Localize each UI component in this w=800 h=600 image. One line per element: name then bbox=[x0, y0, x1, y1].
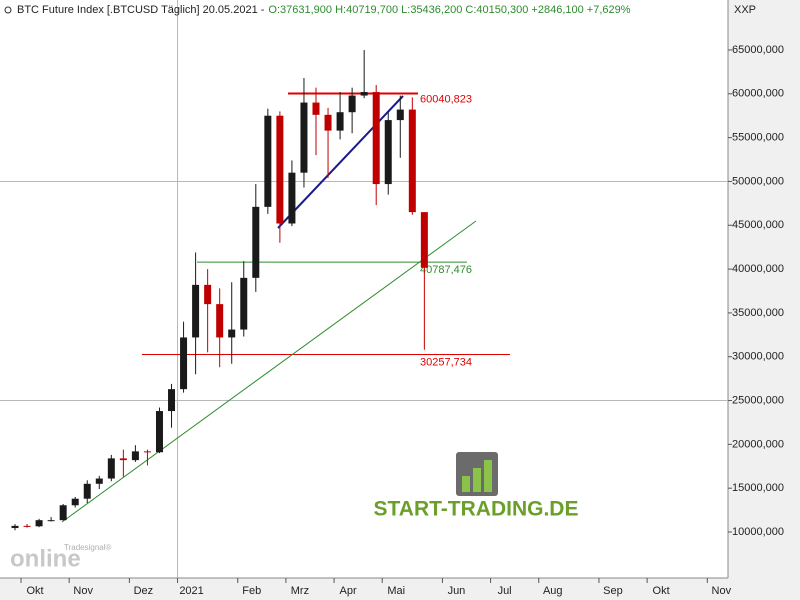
x-tick-label: Nov bbox=[712, 585, 732, 597]
candle-body bbox=[131, 451, 139, 461]
grid bbox=[0, 0, 728, 578]
logo-bar bbox=[473, 468, 481, 492]
x-tick-label: Sep bbox=[603, 585, 623, 597]
candle-body bbox=[288, 172, 296, 224]
candle-body bbox=[348, 95, 356, 113]
candle-body bbox=[384, 120, 392, 185]
candle-body bbox=[180, 337, 188, 390]
x-tick-label: 2021 bbox=[179, 585, 203, 597]
candle-body bbox=[312, 102, 320, 115]
trend-line bbox=[277, 95, 404, 229]
candle-body bbox=[119, 458, 127, 461]
candle-body bbox=[83, 483, 91, 499]
logo-bar bbox=[484, 460, 492, 492]
x-tick-label: Mrz bbox=[291, 585, 309, 597]
candle-body bbox=[324, 114, 332, 131]
axis-labels: 10000,000 15000,000 20000,000 25000,000 3000… bbox=[20, 44, 784, 597]
candle-body bbox=[360, 92, 368, 96]
y-tick-label: 55000,000 bbox=[732, 132, 784, 144]
candles bbox=[11, 49, 428, 531]
candle-body bbox=[420, 212, 428, 268]
y-tick-label: 25000,000 bbox=[732, 394, 784, 406]
watermark-text: START-TRADING.DE bbox=[374, 498, 579, 521]
x-tick-label: Dez bbox=[134, 585, 154, 597]
x-tick-label: Feb bbox=[242, 585, 261, 597]
watermark: START-TRADING.DE online Tradesignal® bbox=[10, 452, 578, 572]
x-tick-label: Apr bbox=[340, 585, 357, 597]
candle-body bbox=[264, 115, 272, 207]
candle-body bbox=[372, 92, 380, 185]
x-tick-label: Jul bbox=[498, 585, 512, 597]
y-tick-label: 15000,000 bbox=[732, 482, 784, 494]
candle-body bbox=[71, 498, 79, 506]
candle-body bbox=[276, 115, 284, 224]
x-tick-label: Okt bbox=[653, 585, 670, 597]
candle-body bbox=[396, 109, 404, 121]
y-tick-label: 45000,000 bbox=[732, 219, 784, 231]
y-tick-label: 35000,000 bbox=[732, 307, 784, 319]
candle-body bbox=[95, 478, 103, 484]
level-label: 60040,823 bbox=[420, 93, 472, 105]
logo-brand: Tradesignal® bbox=[64, 543, 112, 552]
level-label: 30257,734 bbox=[420, 356, 472, 368]
chart-subtitle: O:37631,900 H:40719,700 L:35436,200 C:40… bbox=[268, 4, 630, 16]
y-tick-label: 20000,000 bbox=[732, 438, 784, 450]
logo-text: online bbox=[10, 545, 81, 572]
candle-body bbox=[228, 329, 236, 338]
candle-body bbox=[216, 304, 224, 338]
candle-body bbox=[240, 277, 248, 330]
candle-body bbox=[336, 112, 344, 131]
candle-body bbox=[408, 109, 416, 213]
candle-body bbox=[35, 520, 43, 527]
x-tick-label: Okt bbox=[26, 585, 43, 597]
y-tick-label: 60000,000 bbox=[732, 88, 784, 100]
candle-body bbox=[252, 206, 260, 278]
y-tick-label: 40000,000 bbox=[732, 263, 784, 275]
header: BTC Future Index [.BTCUSD Täglich] 20.05… bbox=[4, 4, 756, 16]
candle-body bbox=[59, 505, 67, 521]
candle-body bbox=[47, 520, 55, 522]
candle-body bbox=[23, 525, 31, 527]
candle-body bbox=[11, 525, 19, 529]
chart-title: BTC Future Index [.BTCUSD Täglich] 20.05… bbox=[17, 4, 265, 16]
candle-body bbox=[204, 284, 212, 305]
y-tick-label: 30000,000 bbox=[732, 351, 784, 363]
y-tick-label: 50000,000 bbox=[732, 175, 784, 187]
x-tick-label: Nov bbox=[73, 585, 93, 597]
x-tick-label: Aug bbox=[543, 585, 563, 597]
candle-body bbox=[192, 284, 200, 338]
logo-bar bbox=[462, 476, 470, 492]
y-tick-label: 65000,000 bbox=[732, 44, 784, 56]
candle-body bbox=[107, 458, 115, 479]
level-label: 40787,476 bbox=[420, 264, 472, 276]
axis-label: XXP bbox=[734, 4, 756, 16]
header-icon bbox=[4, 6, 12, 14]
candle-body bbox=[143, 451, 151, 453]
x-tick-label: Jun bbox=[448, 585, 466, 597]
x-tick-label: Mai bbox=[387, 585, 405, 597]
candle-body bbox=[168, 389, 176, 412]
y-tick-label: 10000,000 bbox=[732, 526, 784, 538]
candle-body bbox=[155, 411, 163, 453]
trend-line bbox=[61, 220, 477, 523]
levels: 60040,823 40787,476 30257,734 bbox=[142, 92, 510, 368]
candle-body bbox=[300, 102, 308, 173]
